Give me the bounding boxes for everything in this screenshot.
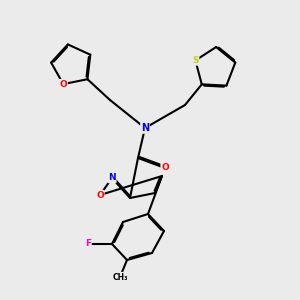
Text: O: O xyxy=(96,190,104,200)
Text: N: N xyxy=(141,123,149,133)
Text: O: O xyxy=(161,164,169,172)
Text: S: S xyxy=(192,56,199,65)
Text: O: O xyxy=(59,80,67,88)
Text: CH₃: CH₃ xyxy=(112,272,128,281)
Text: F: F xyxy=(85,239,91,248)
Text: N: N xyxy=(108,173,116,182)
